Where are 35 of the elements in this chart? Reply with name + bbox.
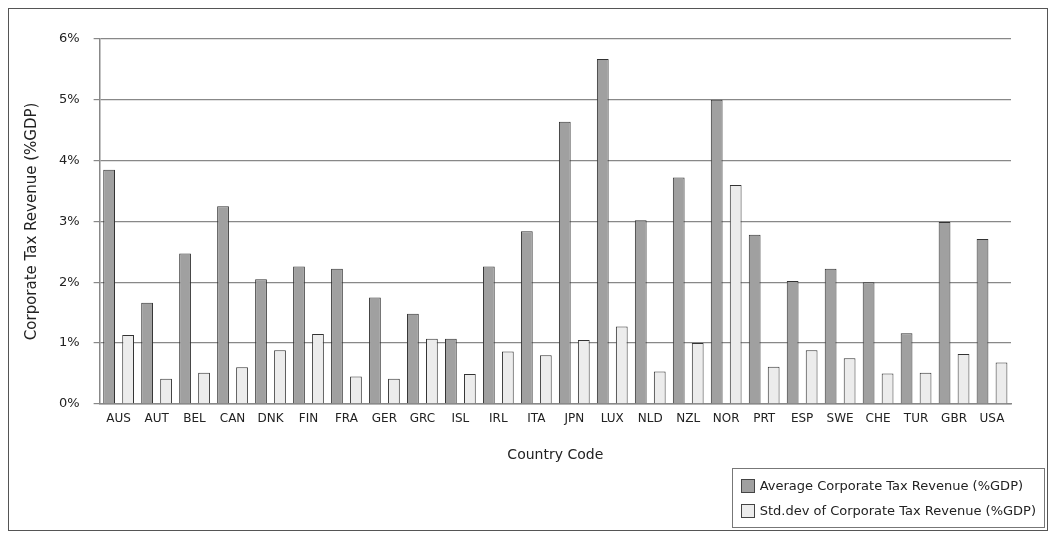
x-tick-label: SWE [826,411,854,426]
y-tick-label: 3% [59,212,80,228]
x-tick-label: ITA [527,411,547,426]
x-tick-label: GRC [409,411,436,426]
y-tick-label: 5% [59,91,80,107]
x-tick-label: ESP [790,411,814,426]
y-axis-title: Corporate Tax Revenue (%GDP) [21,102,40,341]
x-tick-label: ISL [451,411,470,426]
x-tick-label: GBR [941,411,967,426]
x-tick-label: DNK [257,411,285,426]
x-tick-label: NZL [676,411,701,426]
x-tick-label: GER [371,411,398,426]
x-tick-label: AUS [106,411,131,426]
x-tick-label: BEL [183,411,207,426]
y-tick-label: 2% [59,273,80,289]
x-tick-label: JPN [563,411,585,426]
x-tick-label: PRT [753,411,776,426]
y-tick-label: 4% [59,151,80,167]
x-tick-label: LUX [600,411,624,426]
x-tick-label: FIN [298,411,319,426]
legend-label: Average Corporate Tax Revenue (%GDP) [759,477,1024,495]
x-tick-label: IRL [489,411,508,426]
x-tick-label: FRA [334,411,359,426]
x-tick-label: NOR [712,411,740,426]
legend-label: Std.dev of Corporate Tax Revenue (%GDP) [759,502,1036,520]
x-tick-label: AUT [144,411,170,426]
y-tick-label: 6% [59,30,80,46]
y-tick-label: 1% [59,334,80,350]
x-tick-label: CAN [219,411,246,426]
x-axis-title: Country Code [507,446,604,463]
x-tick-label: CHE [865,411,891,426]
y-tick-label: 0% [59,395,80,411]
x-tick-label: USA [979,411,1006,426]
x-tick-label: TUR [902,411,929,426]
x-tick-label: NLD [637,411,663,426]
